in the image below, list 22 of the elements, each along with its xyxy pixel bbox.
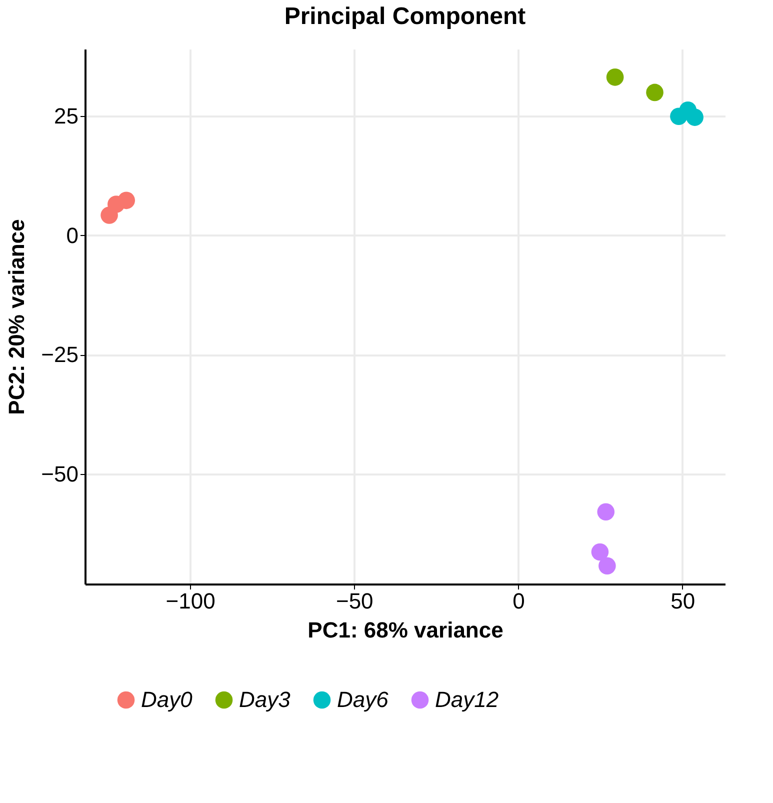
legend-label: Day6 bbox=[337, 687, 390, 712]
y-tick-label: −50 bbox=[41, 462, 78, 487]
point bbox=[591, 543, 609, 561]
x-tick-label: 0 bbox=[512, 588, 525, 614]
chart-title: Principal Component bbox=[284, 3, 526, 30]
point bbox=[686, 108, 704, 126]
legend-label: Day12 bbox=[435, 687, 499, 712]
y-tick-label: 0 bbox=[66, 222, 78, 248]
x-axis-title: PC1: 68% variance bbox=[308, 618, 504, 642]
point bbox=[606, 68, 624, 86]
legend-label: Day3 bbox=[239, 687, 292, 712]
y-tick-label: 25 bbox=[54, 103, 78, 128]
x-tick-label: −100 bbox=[166, 588, 216, 614]
x-tick-label: −50 bbox=[336, 588, 374, 614]
y-tick-label: −25 bbox=[41, 342, 78, 368]
point bbox=[646, 84, 664, 102]
y-axis-title: PC2: 20% variance bbox=[4, 219, 30, 415]
point bbox=[597, 503, 615, 521]
point bbox=[598, 557, 616, 574]
legend-label: Day0 bbox=[141, 687, 194, 712]
point bbox=[118, 192, 136, 210]
x-tick-label: 50 bbox=[670, 588, 696, 614]
